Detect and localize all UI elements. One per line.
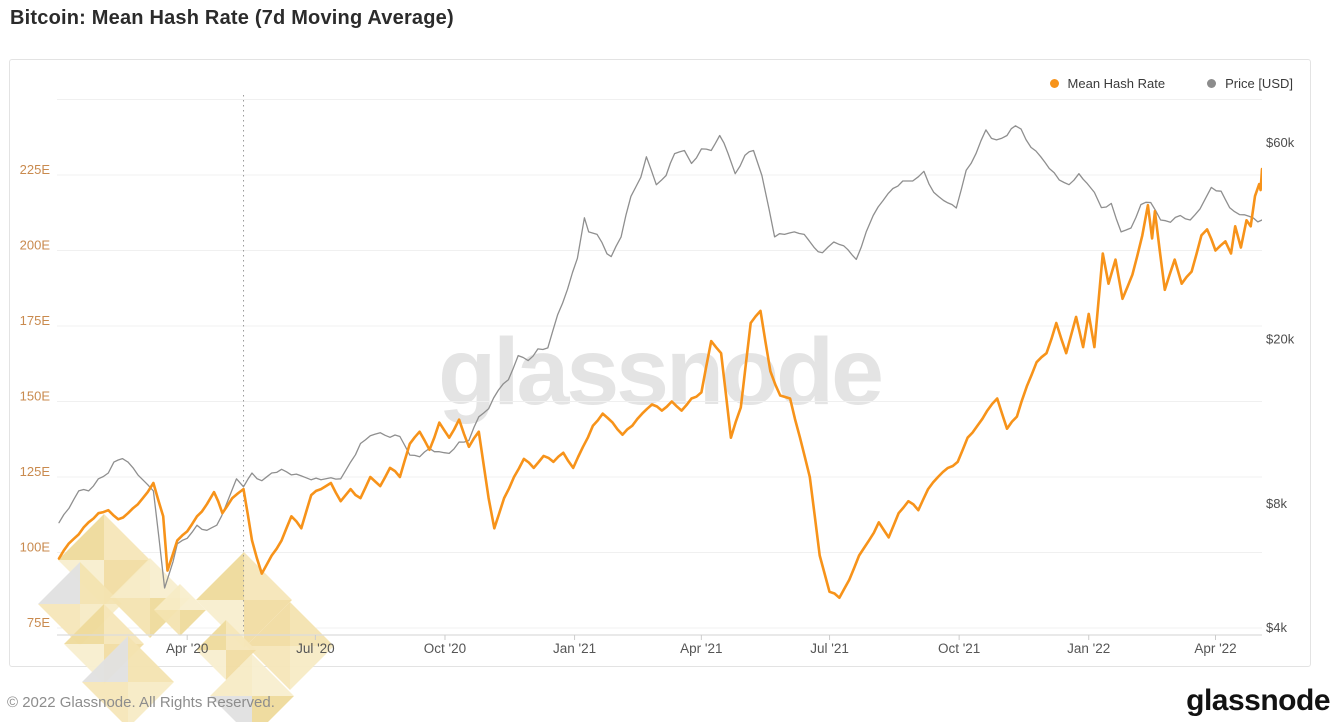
legend-item-mean-hash-rate[interactable]: Mean Hash Rate <box>1049 76 1166 91</box>
x-axis-tick-label: Apr '22 <box>1194 641 1236 656</box>
left-axis-tick-label: 125E <box>20 464 51 479</box>
right-axis-tick-label: $4k <box>1266 620 1287 635</box>
x-axis-tick-label: Apr '20 <box>166 641 208 656</box>
chart-legend: Mean Hash Rate Price [USD] <box>1049 76 1293 91</box>
right-axis-tick-label: $60k <box>1266 135 1295 150</box>
hash-rate-dot-icon <box>1049 79 1059 88</box>
x-axis-tick-label: Oct '20 <box>424 641 466 656</box>
x-axis-tick-label: Jul '20 <box>296 641 335 656</box>
axis-labels: 225E 200E 175E 150E 125E 100E 75E $60k $20k $8k $4… <box>20 135 1295 656</box>
left-axis-tick-label: 75E <box>27 615 50 630</box>
right-axis-tick-label: $20k <box>1266 332 1295 347</box>
x-axis-tick-label: Jan '22 <box>1067 641 1110 656</box>
glassnode-diamond-watermark <box>38 514 334 722</box>
left-axis-tick-label: 175E <box>20 313 51 328</box>
gridlines <box>57 99 1262 629</box>
glassnode-logo: glassnode <box>1186 684 1330 717</box>
chart-card <box>9 59 1311 667</box>
left-axis-tick-label: 150E <box>20 389 51 404</box>
legend-item-price-usd[interactable]: Price [USD] <box>1207 76 1293 91</box>
page-title: Bitcoin: Mean Hash Rate (7d Moving Avera… <box>10 7 454 29</box>
legend-label: Mean Hash Rate <box>1067 76 1166 91</box>
x-axis-tick-label: Jan '21 <box>553 641 596 656</box>
left-axis-tick-label: 225E <box>20 162 51 177</box>
hash-rate-line <box>57 167 1262 600</box>
price-dot-icon <box>1207 79 1217 88</box>
left-axis-tick-label: 100E <box>20 540 51 555</box>
right-axis-tick-label: $8k <box>1266 496 1287 511</box>
x-axis-tick-label: Jul '21 <box>810 641 849 656</box>
left-axis-tick-label: 200E <box>20 238 51 253</box>
legend-label: Price [USD] <box>1225 76 1293 91</box>
footer-copyright: © 2022 Glassnode. All Rights Reserved. <box>7 694 275 711</box>
x-axis-tick-label: Oct '21 <box>938 641 980 656</box>
x-axis-tick-label: Apr '21 <box>680 641 722 656</box>
price-line <box>58 125 1262 589</box>
